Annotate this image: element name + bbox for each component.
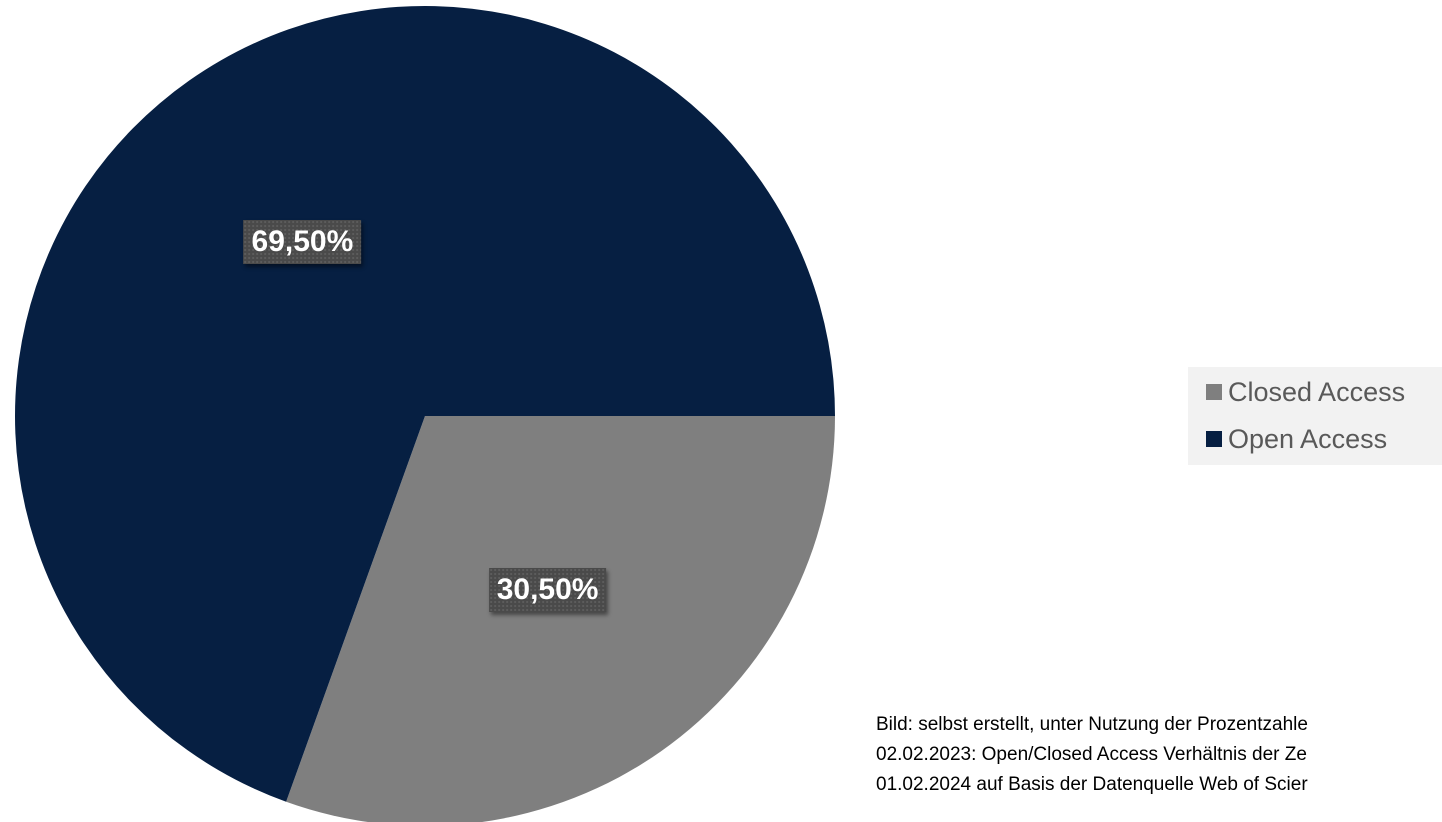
pie-chart [14, 5, 835, 822]
legend: Closed Access Open Access [1188, 367, 1442, 465]
data-label-closed-access: 30,50% [488, 568, 607, 613]
legend-item-closed-access: Closed Access [1206, 372, 1405, 412]
pie-slice-open-access [14, 5, 835, 802]
pie-slice-closed-access [286, 416, 835, 822]
caption-line-3: 01.02.2024 auf Basis der Datenquelle Web… [876, 774, 1308, 795]
legend-swatch-closed-access [1206, 384, 1222, 400]
data-label-open-access: 69,50% [243, 219, 362, 264]
image-source-caption: Bild: selbst erstellt, unter Nutzung der… [876, 710, 1442, 800]
legend-item-open-access: Open Access [1206, 419, 1387, 459]
legend-label-closed-access: Closed Access [1228, 376, 1406, 407]
caption-line-1: Bild: selbst erstellt, unter Nutzung der… [876, 714, 1308, 735]
legend-swatch-open-access [1206, 431, 1222, 447]
legend-label-open-access: Open Access [1228, 423, 1388, 454]
caption-line-2: 02.02.2023: Open/Closed Access Verhältni… [876, 744, 1307, 765]
